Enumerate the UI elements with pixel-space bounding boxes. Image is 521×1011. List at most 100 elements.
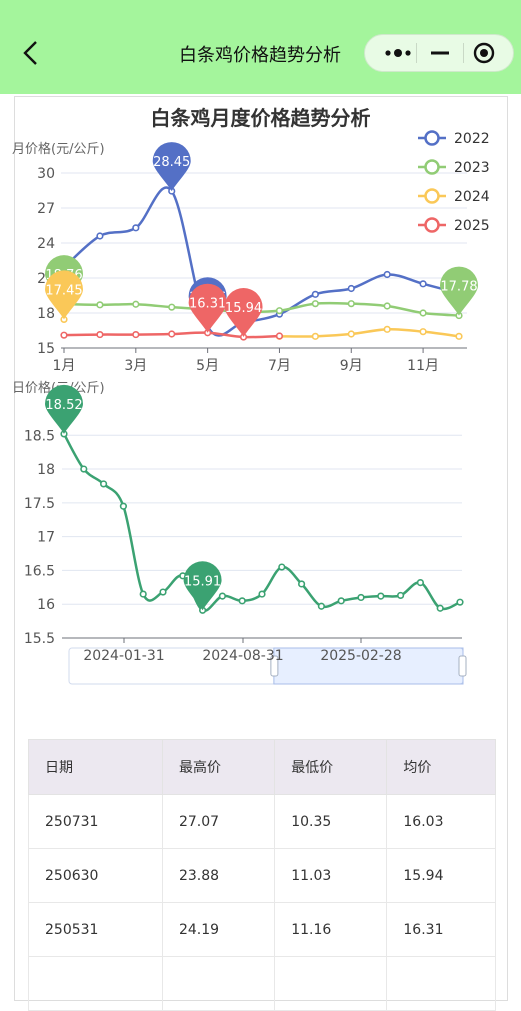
table-row: 250630 23.88 11.03 15.94 <box>28 848 496 903</box>
table-cell <box>274 956 388 1011</box>
x-tick-label: 3月 <box>124 358 147 374</box>
pin-2022: 28.45 <box>152 142 191 192</box>
chart-title: 白条鸡月度价格趋势分析 <box>150 106 371 130</box>
daily-price-chart: 日价格(元/公斤)15.51616.51717.51818.518.5215.9… <box>12 380 467 685</box>
y-tick-label: 18 <box>37 306 55 322</box>
data-point <box>99 480 108 488</box>
table-header-row: 日期 最高价 最低价 均价 <box>28 739 496 795</box>
data-point <box>337 597 345 605</box>
pin-label: 28.45 <box>153 155 190 170</box>
data-point-2024 <box>455 332 463 340</box>
legend-label: 2023 <box>454 160 490 176</box>
minimize-icon[interactable] <box>425 43 455 63</box>
data-point-2024 <box>383 325 391 333</box>
table-header-cell: 均价 <box>386 739 496 795</box>
pin-label: 18.52 <box>45 398 82 413</box>
pin-marker <box>45 270 83 320</box>
table-cell: 11.16 <box>274 902 388 957</box>
data-point-2022 <box>347 284 355 293</box>
x-tick-label: 7月 <box>268 358 291 374</box>
series-line-2024 <box>279 328 460 338</box>
data-point <box>159 588 167 596</box>
x-tick-label: 1月 <box>53 358 76 374</box>
data-point <box>436 604 444 612</box>
back-arrow-icon[interactable] <box>20 40 44 66</box>
legend-label: 2025 <box>454 218 490 234</box>
table-cell <box>386 956 496 1011</box>
table-header-cell: 最高价 <box>161 739 276 795</box>
data-point-2022 <box>383 270 391 279</box>
x-tick-label: 2025-02-28 <box>320 648 401 664</box>
table-row: 250531 24.19 11.16 16.31 <box>28 902 496 957</box>
y-tick-label: 18.5 <box>24 428 55 444</box>
table-row <box>28 956 496 1011</box>
data-point <box>80 465 88 473</box>
pin-marker <box>183 561 222 611</box>
pin: 18.52 <box>45 384 83 434</box>
x-tick-label: 9月 <box>340 358 363 374</box>
data-point-2023 <box>96 301 104 309</box>
capsule-divider <box>463 43 464 63</box>
pin-label: 16.31 <box>189 297 226 312</box>
zoom-handle-left[interactable] <box>270 655 279 677</box>
table-cell: 27.07 <box>161 794 276 849</box>
table-row: 250731 27.07 10.35 16.03 <box>28 794 496 849</box>
x-tick-label: 2024-01-31 <box>83 648 164 664</box>
more-icon[interactable] <box>379 43 419 63</box>
x-tick-label: 11月 <box>407 358 439 374</box>
data-point-2023 <box>383 302 391 310</box>
y-tick-label: 15.5 <box>24 631 55 647</box>
data-point-2022 <box>311 290 319 298</box>
data-point <box>416 578 425 587</box>
data-point <box>238 597 246 605</box>
legend-item-2024: 2024 <box>418 188 490 205</box>
y-tick-label: 27 <box>37 201 55 217</box>
data-point-2023 <box>168 303 176 311</box>
page-title: 白条鸡价格趋势分析 <box>179 45 341 66</box>
y-tick-label: 30 <box>37 166 55 182</box>
legend-symbol <box>424 130 440 146</box>
legend-item-2023: 2023 <box>418 159 490 176</box>
table-cell: 16.31 <box>386 902 496 957</box>
data-point <box>218 592 226 600</box>
pin-label: 17.78 <box>440 280 477 295</box>
y-tick-label: 24 <box>37 236 55 252</box>
close-icon[interactable] <box>473 42 495 64</box>
pin: 15.91 <box>183 561 222 611</box>
table-body: 250731 27.07 10.35 16.03 250630 23.88 11.03 15.… <box>28 794 496 1011</box>
daily-series-line <box>62 433 461 612</box>
data-point-2023 <box>132 300 140 308</box>
table-cell <box>28 956 163 1011</box>
pin-2023: 17.78 <box>440 266 478 316</box>
data-point-2023 <box>419 309 427 317</box>
data-point-2025 <box>168 330 176 338</box>
capsule-divider <box>416 43 417 63</box>
data-point <box>258 590 266 598</box>
pin-label: 17.45 <box>45 283 82 298</box>
table-cell: 16.03 <box>386 794 496 849</box>
pin-label: 15.91 <box>184 574 221 589</box>
y-tick-label: 16.5 <box>24 563 55 579</box>
navigation-bar: 白条鸡价格趋势分析 <box>0 0 521 94</box>
pin-marker <box>440 266 478 316</box>
y-tick-label: 18 <box>37 462 55 478</box>
legend-item-2025: 2025 <box>418 217 490 234</box>
data-point-2022 <box>132 224 140 232</box>
data-point-2023 <box>311 300 319 308</box>
mini-program-capsule <box>364 34 514 72</box>
table-cell: 15.94 <box>386 848 496 903</box>
legend-label: 2022 <box>454 131 490 147</box>
price-table: 日期 最高价 最低价 均价 250731 27.07 10.35 16.03 250630 23… <box>28 739 496 1011</box>
data-point-2022 <box>419 280 427 288</box>
data-point-2023 <box>275 307 284 315</box>
pin-2024: 17.45 <box>45 270 83 320</box>
data-point <box>278 563 286 571</box>
data-point-2025 <box>275 332 284 340</box>
data-point <box>317 602 326 610</box>
data-zoom-slider[interactable] <box>68 647 467 685</box>
x-tick-label: 5月 <box>196 358 219 374</box>
y-tick-label: 16 <box>37 597 55 613</box>
zoom-handle-right[interactable] <box>458 655 467 677</box>
pin-marker <box>152 142 191 192</box>
